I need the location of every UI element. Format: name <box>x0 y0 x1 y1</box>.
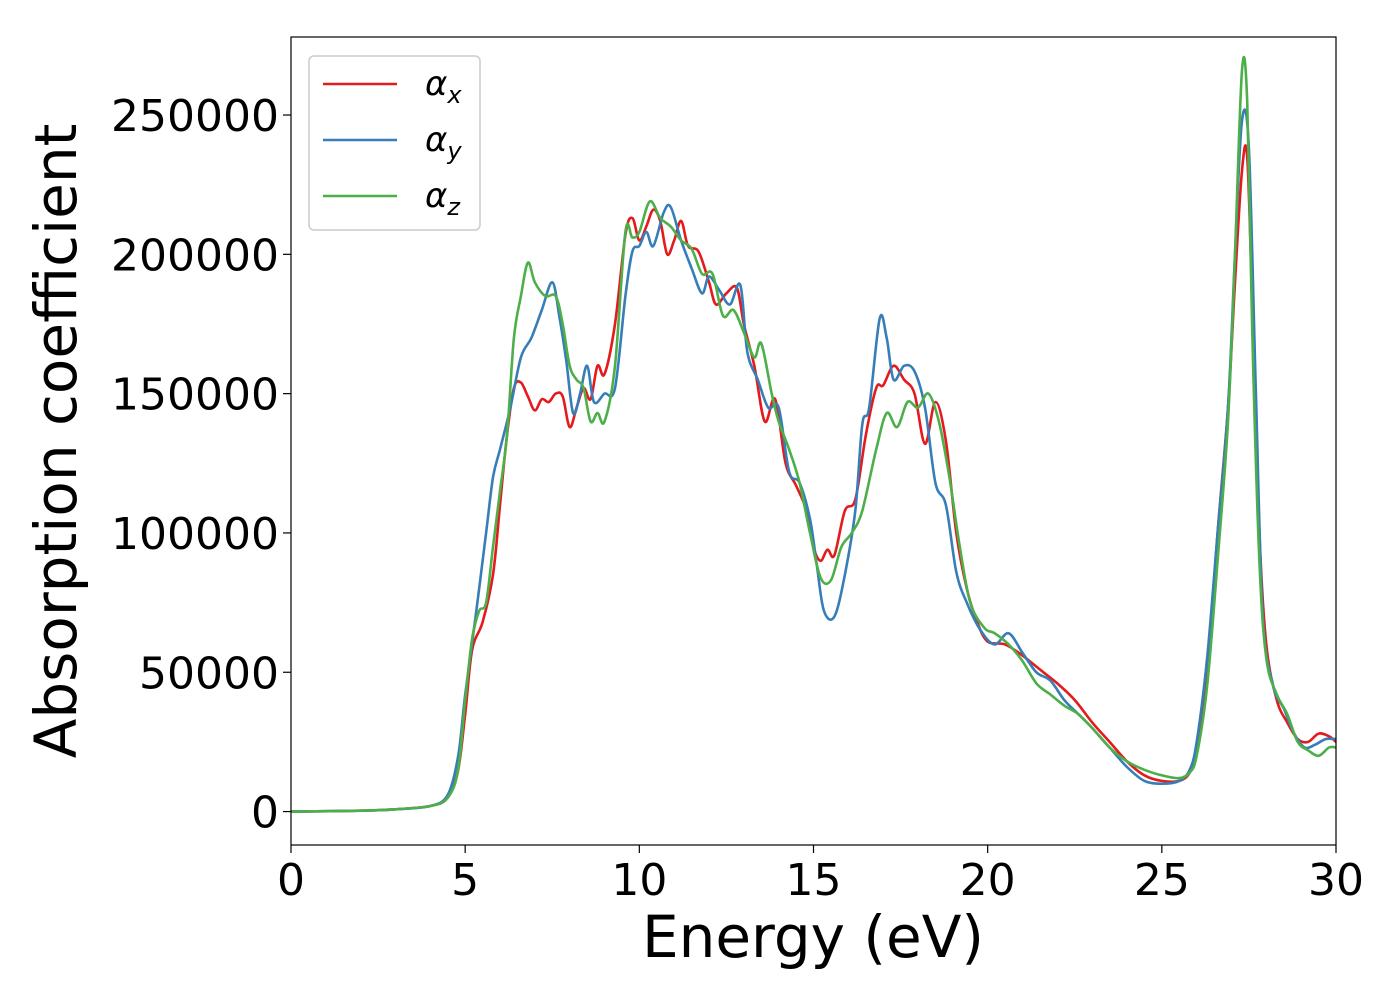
y-tick-label: 0 <box>251 788 279 839</box>
x-tick-label: 20 <box>960 855 1016 906</box>
series-line-alpha-y <box>291 108 1336 813</box>
legend-label-alpha-y: αy <box>425 120 462 165</box>
y-tick-label: 150000 <box>111 370 279 421</box>
legend-label-alpha-z: αz <box>425 176 461 221</box>
x-tick-label: 10 <box>611 855 667 906</box>
x-tick-label: 0 <box>277 855 305 906</box>
x-axis-label: Energy (eV) <box>642 903 984 971</box>
x-tick-label: 5 <box>451 855 479 906</box>
series-layer <box>291 56 1336 813</box>
x-tick-label: 15 <box>786 855 842 906</box>
legend: αx αy αz <box>308 55 481 231</box>
y-tick-label: 250000 <box>111 91 279 142</box>
x-tick-label: 30 <box>1308 855 1364 906</box>
y-tick-label: 100000 <box>111 509 279 560</box>
legend-label-alpha-x: αx <box>425 64 462 109</box>
x-tick-label: 25 <box>1134 855 1190 906</box>
y-tick-label: 50000 <box>139 648 279 699</box>
series-line-alpha-z <box>291 56 1336 813</box>
y-tick-label: 200000 <box>111 230 279 281</box>
y-axis-ticks: 0 50000 100000 150000 200000 250000 <box>111 91 291 839</box>
x-axis-ticks: 0 5 10 15 20 25 30 <box>277 845 1364 906</box>
y-axis-label: Absorption coefficient <box>22 124 90 759</box>
legend-box <box>308 55 481 231</box>
